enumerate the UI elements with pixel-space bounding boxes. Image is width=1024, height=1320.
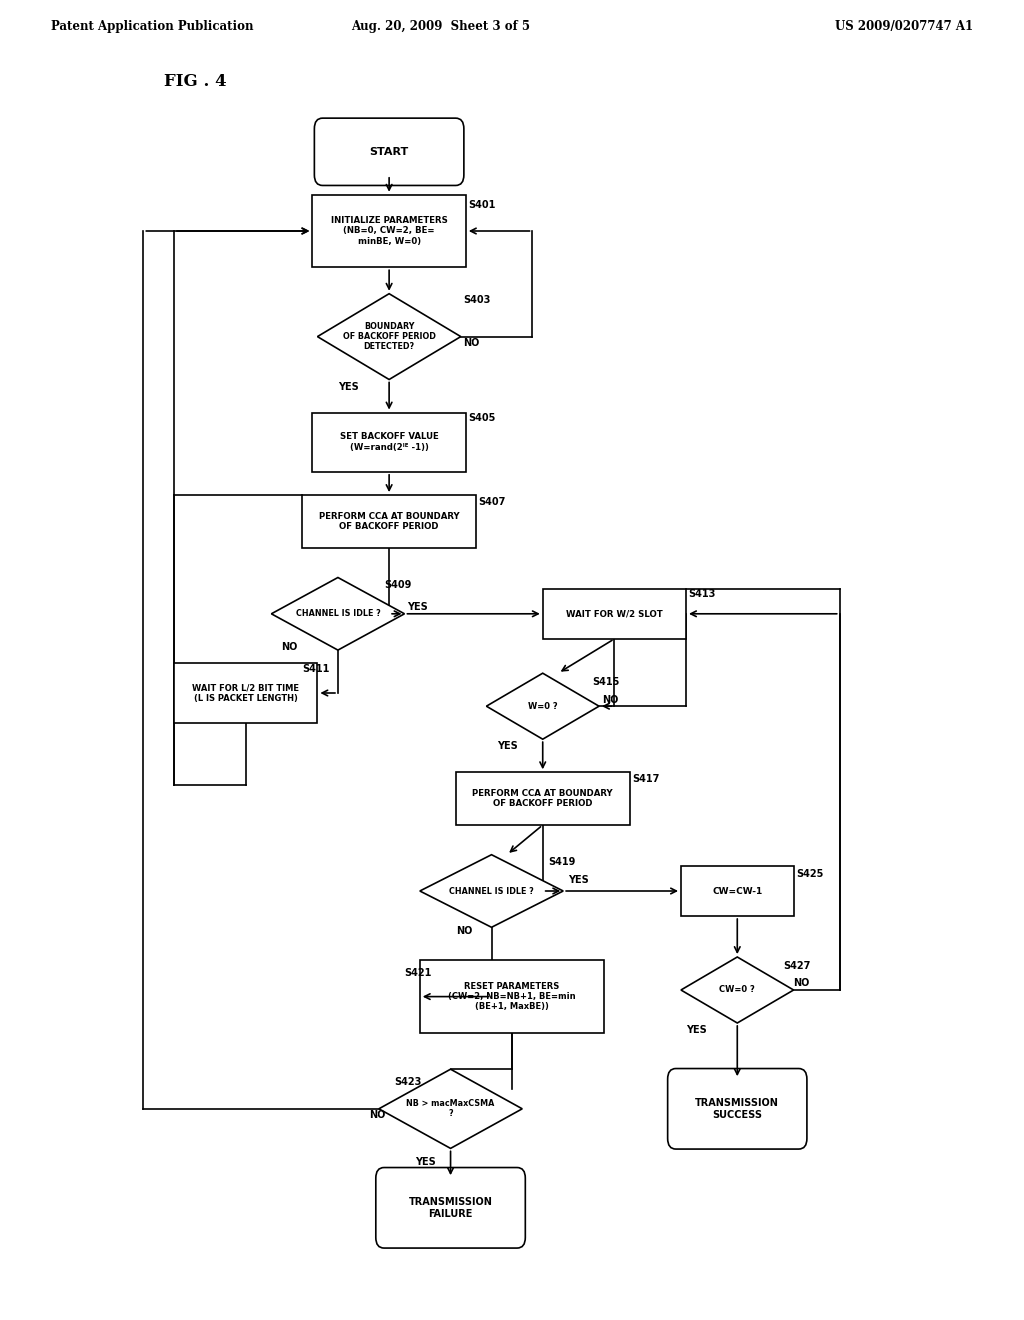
Text: CHANNEL IS IDLE ?: CHANNEL IS IDLE ? bbox=[296, 610, 380, 618]
Text: YES: YES bbox=[338, 381, 358, 392]
FancyBboxPatch shape bbox=[314, 117, 464, 185]
Polygon shape bbox=[486, 673, 599, 739]
Text: YES: YES bbox=[497, 741, 517, 751]
Text: WAIT FOR W/2 SLOT: WAIT FOR W/2 SLOT bbox=[566, 610, 663, 618]
Text: S415: S415 bbox=[592, 677, 620, 688]
Text: W=0 ?: W=0 ? bbox=[528, 702, 557, 710]
Text: TRANSMISSION
FAILURE: TRANSMISSION FAILURE bbox=[409, 1197, 493, 1218]
Text: NB > macMaxCSMA
?: NB > macMaxCSMA ? bbox=[407, 1100, 495, 1118]
Text: S409: S409 bbox=[384, 579, 412, 590]
Bar bbox=[420, 961, 604, 1032]
Text: S417: S417 bbox=[632, 774, 659, 784]
Text: RESET PARAMETERS
(CW=2, NB=NB+1, BE=min
(BE+1, MaxBE)): RESET PARAMETERS (CW=2, NB=NB+1, BE=min … bbox=[449, 982, 575, 1011]
Polygon shape bbox=[317, 293, 461, 379]
Text: S405: S405 bbox=[468, 413, 496, 424]
Text: FIG . 4: FIG . 4 bbox=[164, 73, 226, 90]
Text: BOUNDARY
OF BACKOFF PERIOD
DETECTED?: BOUNDARY OF BACKOFF PERIOD DETECTED? bbox=[343, 322, 435, 351]
Text: CHANNEL IS IDLE ?: CHANNEL IS IDLE ? bbox=[450, 887, 534, 895]
Text: S407: S407 bbox=[478, 496, 506, 507]
Text: NO: NO bbox=[794, 978, 810, 989]
Text: PERFORM CCA AT BOUNDARY
OF BACKOFF PERIOD: PERFORM CCA AT BOUNDARY OF BACKOFF PERIO… bbox=[472, 789, 613, 808]
Text: SET BACKOFF VALUE
(W=rand(2ᴵᴱ -1)): SET BACKOFF VALUE (W=rand(2ᴵᴱ -1)) bbox=[340, 433, 438, 451]
Text: NO: NO bbox=[369, 1110, 385, 1121]
Bar bbox=[681, 866, 794, 916]
Text: US 2009/0207747 A1: US 2009/0207747 A1 bbox=[835, 20, 973, 33]
Text: YES: YES bbox=[408, 602, 428, 612]
Text: TRANSMISSION
SUCCESS: TRANSMISSION SUCCESS bbox=[695, 1098, 779, 1119]
Text: PERFORM CCA AT BOUNDARY
OF BACKOFF PERIOD: PERFORM CCA AT BOUNDARY OF BACKOFF PERIO… bbox=[318, 512, 460, 531]
Text: S401: S401 bbox=[468, 199, 496, 210]
Text: S413: S413 bbox=[688, 589, 716, 599]
Text: S425: S425 bbox=[797, 869, 824, 879]
Text: S421: S421 bbox=[404, 968, 432, 978]
Text: NO: NO bbox=[602, 694, 618, 705]
Polygon shape bbox=[681, 957, 794, 1023]
FancyBboxPatch shape bbox=[668, 1069, 807, 1148]
Text: YES: YES bbox=[686, 1024, 707, 1035]
Text: START: START bbox=[370, 147, 409, 157]
Text: YES: YES bbox=[568, 875, 589, 886]
Text: S411: S411 bbox=[302, 664, 330, 675]
Text: NO: NO bbox=[282, 642, 298, 652]
Text: NO: NO bbox=[456, 925, 472, 936]
Text: S419: S419 bbox=[548, 857, 575, 867]
Text: Patent Application Publication: Patent Application Publication bbox=[51, 20, 254, 33]
Text: YES: YES bbox=[415, 1156, 435, 1167]
Text: S403: S403 bbox=[463, 294, 490, 305]
Polygon shape bbox=[379, 1069, 522, 1148]
Polygon shape bbox=[420, 855, 563, 927]
Bar bbox=[174, 663, 317, 722]
Text: S427: S427 bbox=[783, 961, 811, 972]
Text: Aug. 20, 2009  Sheet 3 of 5: Aug. 20, 2009 Sheet 3 of 5 bbox=[351, 20, 529, 33]
Polygon shape bbox=[271, 577, 404, 649]
Text: WAIT FOR L/2 BIT TIME
(L IS PACKET LENGTH): WAIT FOR L/2 BIT TIME (L IS PACKET LENGT… bbox=[193, 684, 299, 702]
Bar bbox=[456, 772, 630, 825]
Text: CW=0 ?: CW=0 ? bbox=[720, 986, 755, 994]
Text: NO: NO bbox=[463, 338, 479, 348]
Bar bbox=[543, 589, 686, 639]
Text: INITIALIZE PARAMETERS
(NB=0, CW=2, BE=
minBE, W=0): INITIALIZE PARAMETERS (NB=0, CW=2, BE= m… bbox=[331, 216, 447, 246]
Bar bbox=[302, 495, 476, 548]
Text: S423: S423 bbox=[394, 1077, 422, 1088]
FancyBboxPatch shape bbox=[376, 1167, 525, 1249]
Text: CW=CW-1: CW=CW-1 bbox=[712, 887, 763, 895]
Bar bbox=[312, 412, 466, 471]
Bar bbox=[312, 195, 466, 267]
